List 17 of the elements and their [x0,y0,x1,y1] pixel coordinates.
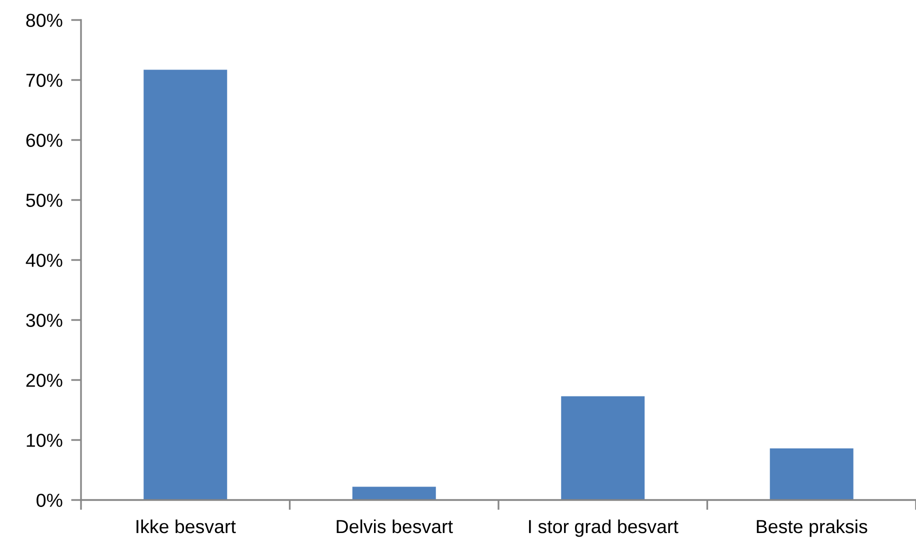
x-tick-label: I stor grad besvart [529,519,678,537]
bar [352,486,436,500]
y-tick-label: 40% [26,254,62,267]
y-tick-label: 20% [26,374,62,387]
y-tick-label: 0% [36,494,62,507]
y-tick-label: 30% [26,314,62,327]
y-tick-label: 80% [26,14,62,27]
bar [144,70,228,500]
x-tick-label: Beste praksis [756,519,868,537]
x-tick-label: Ikke besvart [136,519,236,534]
y-tick-label: 60% [26,134,62,147]
x-tick-label: Delvis besvart [336,519,453,534]
bar [561,396,645,500]
y-tick-label: 10% [26,434,62,447]
y-tick-label: 50% [26,194,62,207]
bar [770,448,854,500]
y-tick-label: 70% [26,74,62,87]
